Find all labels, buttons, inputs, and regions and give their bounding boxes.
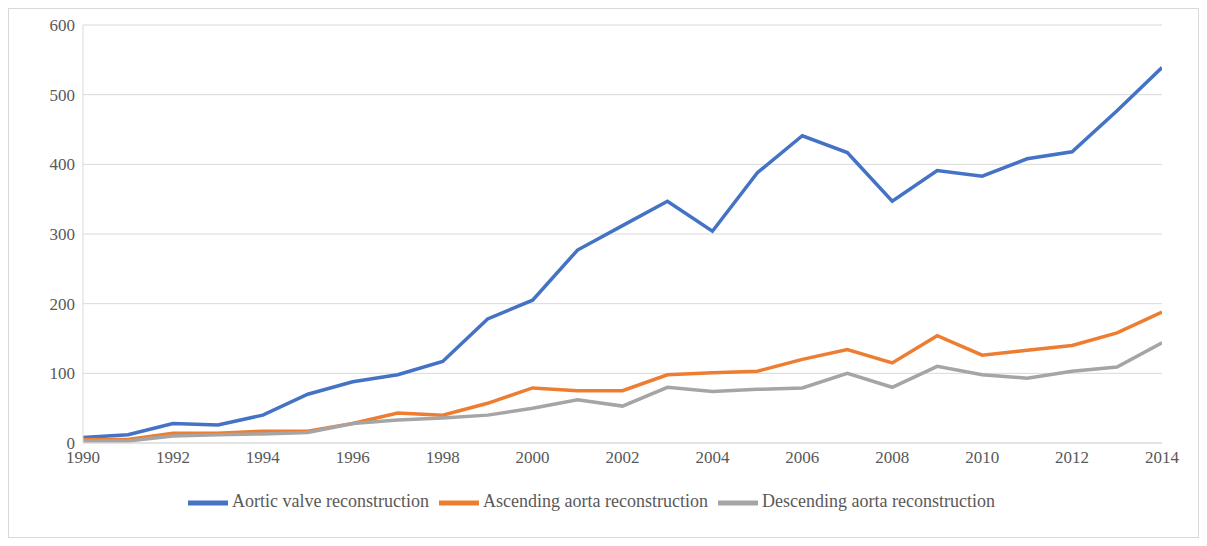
svg-text:300: 300 [50, 225, 76, 244]
svg-text:2002: 2002 [606, 448, 640, 467]
svg-text:1994: 1994 [246, 448, 281, 467]
svg-text:2006: 2006 [785, 448, 819, 467]
svg-text:2000: 2000 [516, 448, 550, 467]
svg-text:2014: 2014 [1145, 448, 1180, 467]
html-text:Descending aorta reconstructio: Descending aorta reconstruction [762, 491, 995, 512]
svg-text:500: 500 [50, 86, 76, 105]
svg-text:1996: 1996 [336, 448, 370, 467]
svg-text:1992: 1992 [156, 448, 190, 467]
svg-text:2004: 2004 [695, 448, 730, 467]
svg-text:2010: 2010 [965, 448, 999, 467]
svg-text:0: 0 [67, 434, 76, 453]
svg-text:2008: 2008 [875, 448, 909, 467]
svg-text:2012: 2012 [1055, 448, 1089, 467]
html-text:Aortic valve reconstruction: Aortic valve reconstruction [232, 491, 429, 512]
svg-text:400: 400 [50, 155, 76, 174]
svg-text:1998: 1998 [426, 448, 460, 467]
svg-text:600: 600 [50, 16, 76, 35]
svg-text:100: 100 [50, 364, 76, 383]
svg-text:1990: 1990 [66, 448, 100, 468]
html-text:Ascending aorta reconstruction: Ascending aorta reconstruction [483, 491, 708, 512]
svg-text:200: 200 [50, 295, 76, 314]
